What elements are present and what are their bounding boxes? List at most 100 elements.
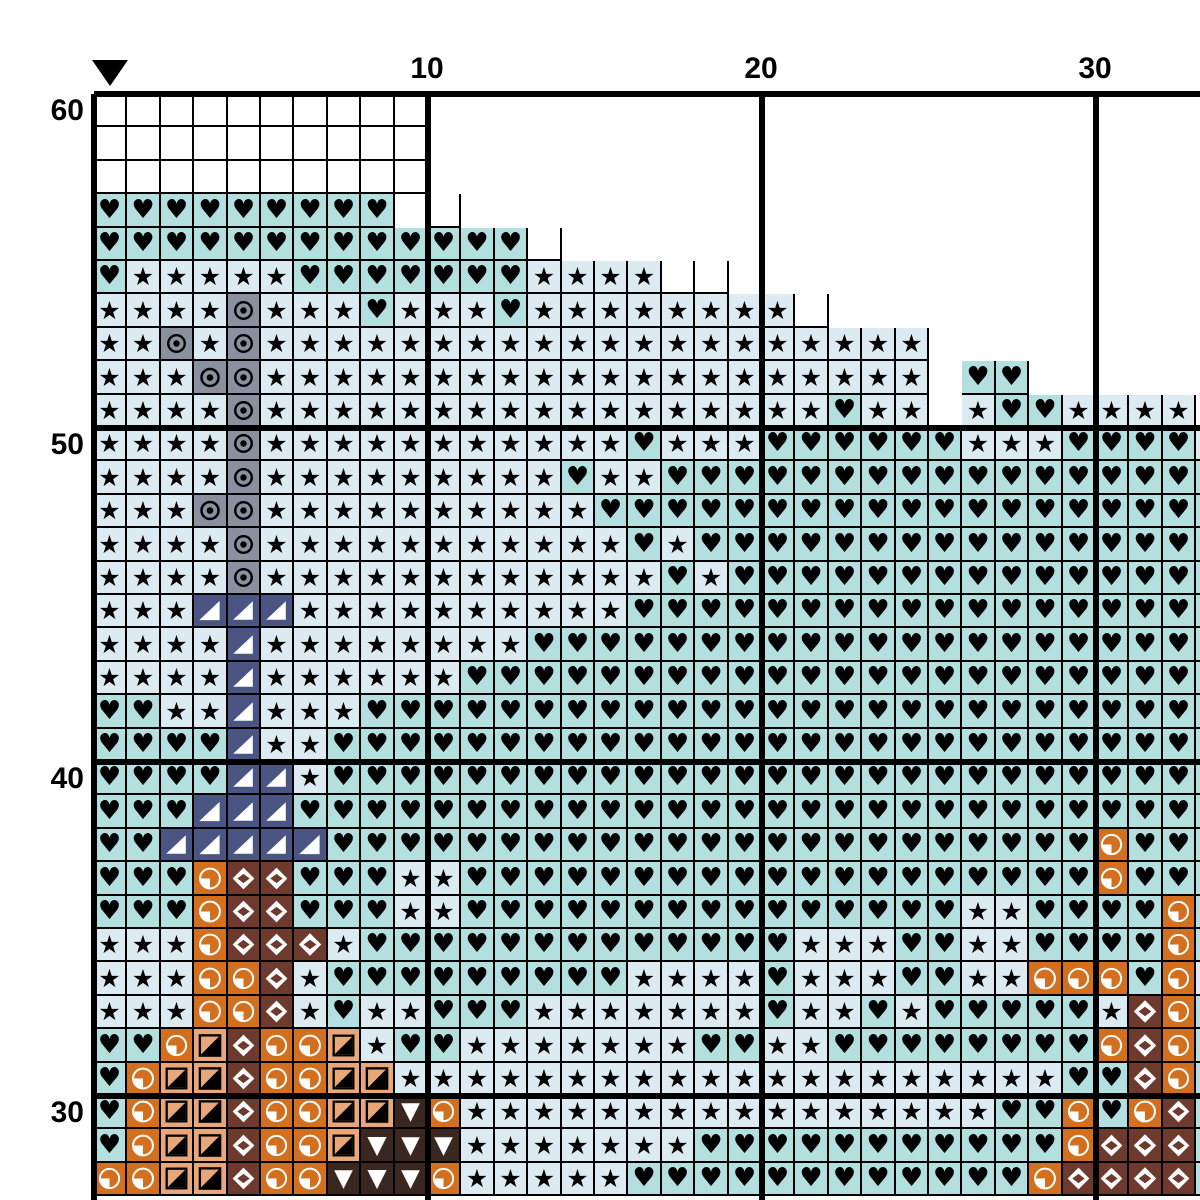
stitch-cell[interactable] [261,1063,294,1096]
stitch-cell[interactable]: ♥ [361,795,395,829]
stitch-cell[interactable] [194,829,228,862]
stitch-cell[interactable]: ♥ [762,562,795,595]
stitch-cell[interactable] [1063,1096,1096,1129]
stitch-cell[interactable]: ♥ [762,1129,795,1163]
stitch-cell[interactable]: ★ [428,662,461,695]
stitch-cell[interactable] [161,1096,194,1129]
stitch-cell[interactable]: ♥ [829,695,862,729]
stitch-cell[interactable]: ★ [194,562,228,595]
stitch-cell[interactable]: ♥ [695,862,729,896]
stitch-cell[interactable]: ★ [461,328,495,361]
stitch-cell[interactable] [228,127,261,161]
stitch-cell[interactable]: ♥ [829,662,862,695]
stitch-cell[interactable]: ♥ [695,528,729,562]
stitch-cell[interactable] [261,1029,294,1063]
stitch-cell[interactable]: ★ [328,662,361,695]
stitch-cell[interactable]: ♥ [896,729,929,762]
stitch-cell[interactable]: ♥ [829,1163,862,1196]
stitch-cell[interactable]: ♥ [662,762,695,795]
stitch-cell[interactable]: ♥ [862,628,896,662]
stitch-cell[interactable]: ♥ [1163,695,1196,729]
stitch-cell[interactable]: ★ [662,996,695,1029]
stitch-cell[interactable] [194,495,228,528]
stitch-cell[interactable]: ♥ [896,461,929,495]
stitch-cell[interactable]: ♥ [795,528,829,562]
stitch-cell[interactable]: ♥ [428,729,461,762]
stitch-cell[interactable]: ♥ [1129,829,1163,862]
stitch-cell[interactable]: ★ [562,261,595,294]
stitch-cell[interactable]: ★ [896,1096,929,1129]
stitch-cell[interactable] [1096,862,1129,896]
stitch-cell[interactable]: ♥ [161,228,194,261]
stitch-cell[interactable]: ♥ [896,528,929,562]
stitch-cell[interactable]: ♥ [595,862,628,896]
stitch-cell[interactable]: ♥ [929,428,962,461]
stitch-cell[interactable] [194,1063,228,1096]
stitch-cell[interactable]: ♥ [1096,662,1129,695]
stitch-cell[interactable]: ♥ [1063,428,1096,461]
stitch-cell[interactable]: ♥ [662,829,695,862]
stitch-cell[interactable]: ♥ [1063,1063,1096,1096]
stitch-cell[interactable]: ♥ [862,461,896,495]
stitch-cell[interactable]: ★ [294,395,328,428]
stitch-cell[interactable] [194,1163,228,1196]
stitch-cell[interactable] [228,829,261,862]
stitch-cell[interactable] [328,1063,361,1096]
stitch-cell[interactable]: ♥ [562,729,595,762]
stitch-cell[interactable]: ★ [361,428,395,461]
stitch-cell[interactable]: ♥ [1196,1129,1200,1163]
stitch-cell[interactable]: ♥ [328,996,361,1029]
stitch-cell[interactable]: ★ [194,461,228,495]
stitch-cell[interactable]: ♥ [361,862,395,896]
stitch-cell[interactable] [361,161,395,194]
stitch-cell[interactable]: ♥ [328,829,361,862]
stitch-cell[interactable]: ♥ [161,762,194,795]
stitch-cell[interactable]: ★ [261,628,294,662]
stitch-cell[interactable]: ♥ [495,662,528,695]
stitch-cell[interactable]: ♥ [1063,996,1096,1029]
stitch-cell[interactable]: ♥ [929,795,962,829]
stitch-cell[interactable] [261,829,294,862]
stitch-cell[interactable]: ★ [996,896,1029,929]
stitch-cell[interactable]: ♥ [161,896,194,929]
stitch-cell[interactable]: ♥ [495,228,528,261]
stitch-cell[interactable]: ♥ [829,896,862,929]
stitch-cell[interactable]: ★ [528,996,562,1029]
stitch-cell[interactable]: ★ [662,1029,695,1063]
stitch-cell[interactable]: ♥ [996,528,1029,562]
stitch-cell[interactable]: ♥ [862,729,896,762]
stitch-cell[interactable]: ★ [528,528,562,562]
stitch-cell[interactable]: ★ [695,562,729,595]
stitch-cell[interactable]: ♥ [528,729,562,762]
stitch-cell[interactable]: ★ [729,294,762,328]
stitch-cell[interactable]: ♥ [929,528,962,562]
stitch-cell[interactable]: ♥ [1129,495,1163,528]
stitch-cell[interactable]: ♥ [395,261,428,294]
stitch-cell[interactable]: ♥ [896,795,929,829]
stitch-cell[interactable]: ★ [261,729,294,762]
stitch-cell[interactable]: ♥ [695,695,729,729]
stitch-cell[interactable]: ♥ [361,695,395,729]
stitch-cell[interactable]: ★ [795,395,829,428]
stitch-cell[interactable]: ♥ [127,829,161,862]
stitch-cell[interactable]: ♥ [962,1163,996,1196]
stitch-cell[interactable]: ♥ [896,495,929,528]
stitch-cell[interactable]: ♥ [94,1029,127,1063]
stitch-cell[interactable]: ♥ [996,1029,1029,1063]
stitch-cell[interactable]: ★ [94,528,127,562]
stitch-cell[interactable]: ★ [528,428,562,461]
stitch-cell[interactable]: ★ [328,562,361,595]
stitch-cell[interactable]: ♥ [862,829,896,862]
stitch-cell[interactable]: ♥ [1129,428,1163,461]
stitch-cell[interactable]: ♥ [862,896,896,929]
stitch-cell[interactable]: ★ [595,996,628,1029]
stitch-cell[interactable]: ★ [127,962,161,996]
stitch-cell[interactable]: ★ [528,595,562,628]
stitch-cell[interactable]: ★ [762,1029,795,1063]
stitch-cell[interactable]: ♥ [962,862,996,896]
stitch-cell[interactable]: ★ [962,428,996,461]
stitch-cell[interactable]: ★ [695,996,729,1029]
stitch-cell[interactable] [395,161,428,194]
stitch-cell[interactable] [161,829,194,862]
stitch-cell[interactable]: ♥ [94,729,127,762]
